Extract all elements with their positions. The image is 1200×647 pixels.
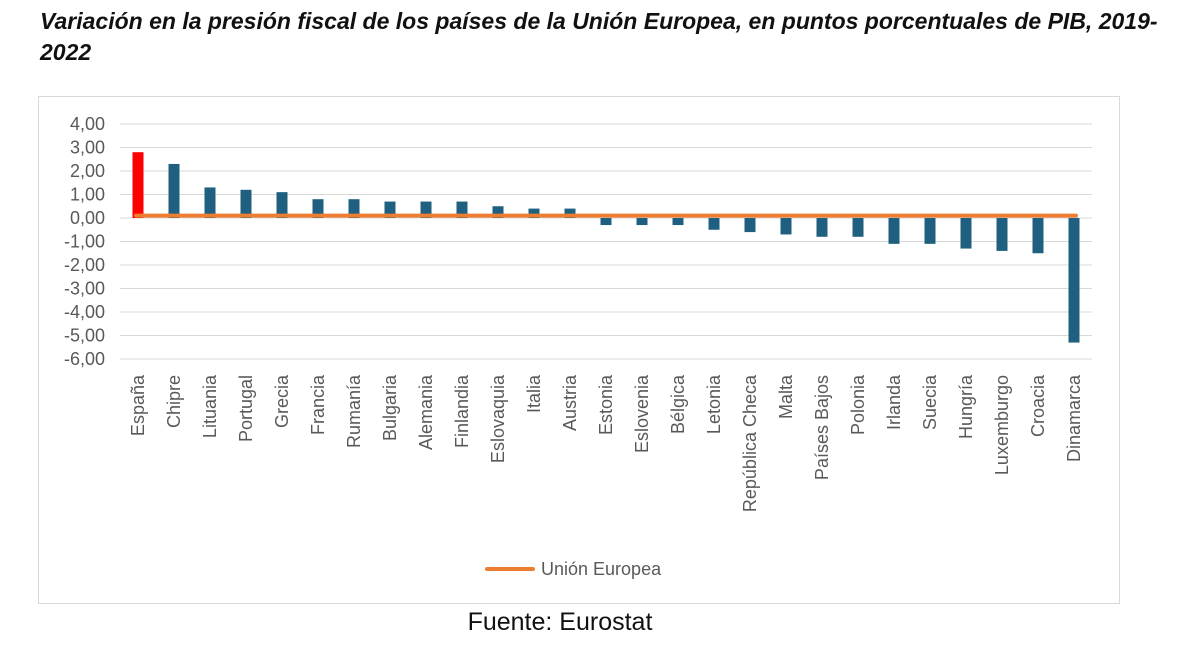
y-tick-label: 2,00 [70,161,105,181]
x-tick-label: Bulgaria [380,374,400,441]
chart-area: 4,00 3,00 2,00 1,00 0,00 -1,00 -2,00 -3,00 -4,00… [38,96,1120,604]
bar-chart: 4,00 3,00 2,00 1,00 0,00 -1,00 -2,00 -3,00 -4,00… [64,114,1092,512]
legend-line-marker [485,567,535,571]
bar [240,189,252,218]
bar [744,218,756,233]
x-tick-label: Hungría [956,374,976,439]
y-tick-label: -2,00 [64,255,105,275]
x-tick-label: Bélgica [668,374,688,434]
x-tick-label: Estonia [596,374,616,435]
bar [996,218,1008,251]
bar [528,208,540,218]
x-tick-label: Eslovenia [632,374,652,453]
bar [672,218,684,226]
x-tick-label: Países Bajos [812,375,832,480]
bar [204,187,216,218]
x-tick-label: Suecia [920,374,940,430]
x-tick-label: Finlandia [452,374,472,448]
bar [600,218,612,226]
x-tick-label: Grecia [272,374,292,428]
y-tick-label: -6,00 [64,349,105,369]
bar [132,152,144,218]
bar [888,218,900,244]
bar [492,206,504,218]
y-tick-label: 1,00 [70,185,105,205]
bar [1068,218,1080,343]
y-tick-label: -3,00 [64,279,105,299]
bar [780,218,792,235]
bar [312,199,324,218]
x-tick-label: Portugal [236,375,256,442]
bar [852,218,864,237]
bar [276,192,288,218]
bar [384,201,396,218]
legend: Unión Europea [485,557,661,581]
x-tick-label: Polonia [848,374,868,435]
chart-title: Variación en la presión fiscal de los pa… [40,8,1158,65]
bar [564,208,576,218]
x-tick-label: Malta [776,374,796,419]
x-tick-label: Dinamarca [1064,374,1084,462]
x-tick-label: Chipre [164,375,184,428]
x-tick-label: Eslovaquia [488,374,508,463]
bar [708,218,720,230]
bar [636,218,648,226]
bar [816,218,828,237]
y-tick-label: -4,00 [64,302,105,322]
y-tick-label: 3,00 [70,138,105,158]
x-tick-label: Letonia [704,374,724,434]
legend-label: Unión Europea [541,558,662,579]
y-tick-label: 4,00 [70,114,105,134]
y-tick-label: -1,00 [64,232,105,252]
x-tick-label: Irlanda [884,374,904,430]
x-tick-label: Luxemburgo [992,375,1012,475]
x-tick-label: Alemania [416,374,436,450]
x-tick-label: Francia [308,374,328,435]
bar [348,199,360,218]
x-tick-label: Lituania [200,374,220,438]
bar [1032,218,1044,254]
x-tick-label: Croacia [1028,374,1048,437]
x-tick-label: República Checa [740,374,760,512]
x-tick-label: Italia [524,374,544,413]
bar [456,201,468,218]
bar [924,218,936,244]
bar [960,218,972,249]
x-tick-label: Austria [560,374,580,431]
y-tick-label: 0,00 [70,208,105,228]
bar [420,201,432,218]
x-tick-label: España [128,374,148,436]
bar [168,163,180,218]
x-tick-label: Rumanía [344,374,364,448]
source-note: Fuente: Eurostat [467,608,653,636]
y-tick-label: -5,00 [64,326,105,346]
